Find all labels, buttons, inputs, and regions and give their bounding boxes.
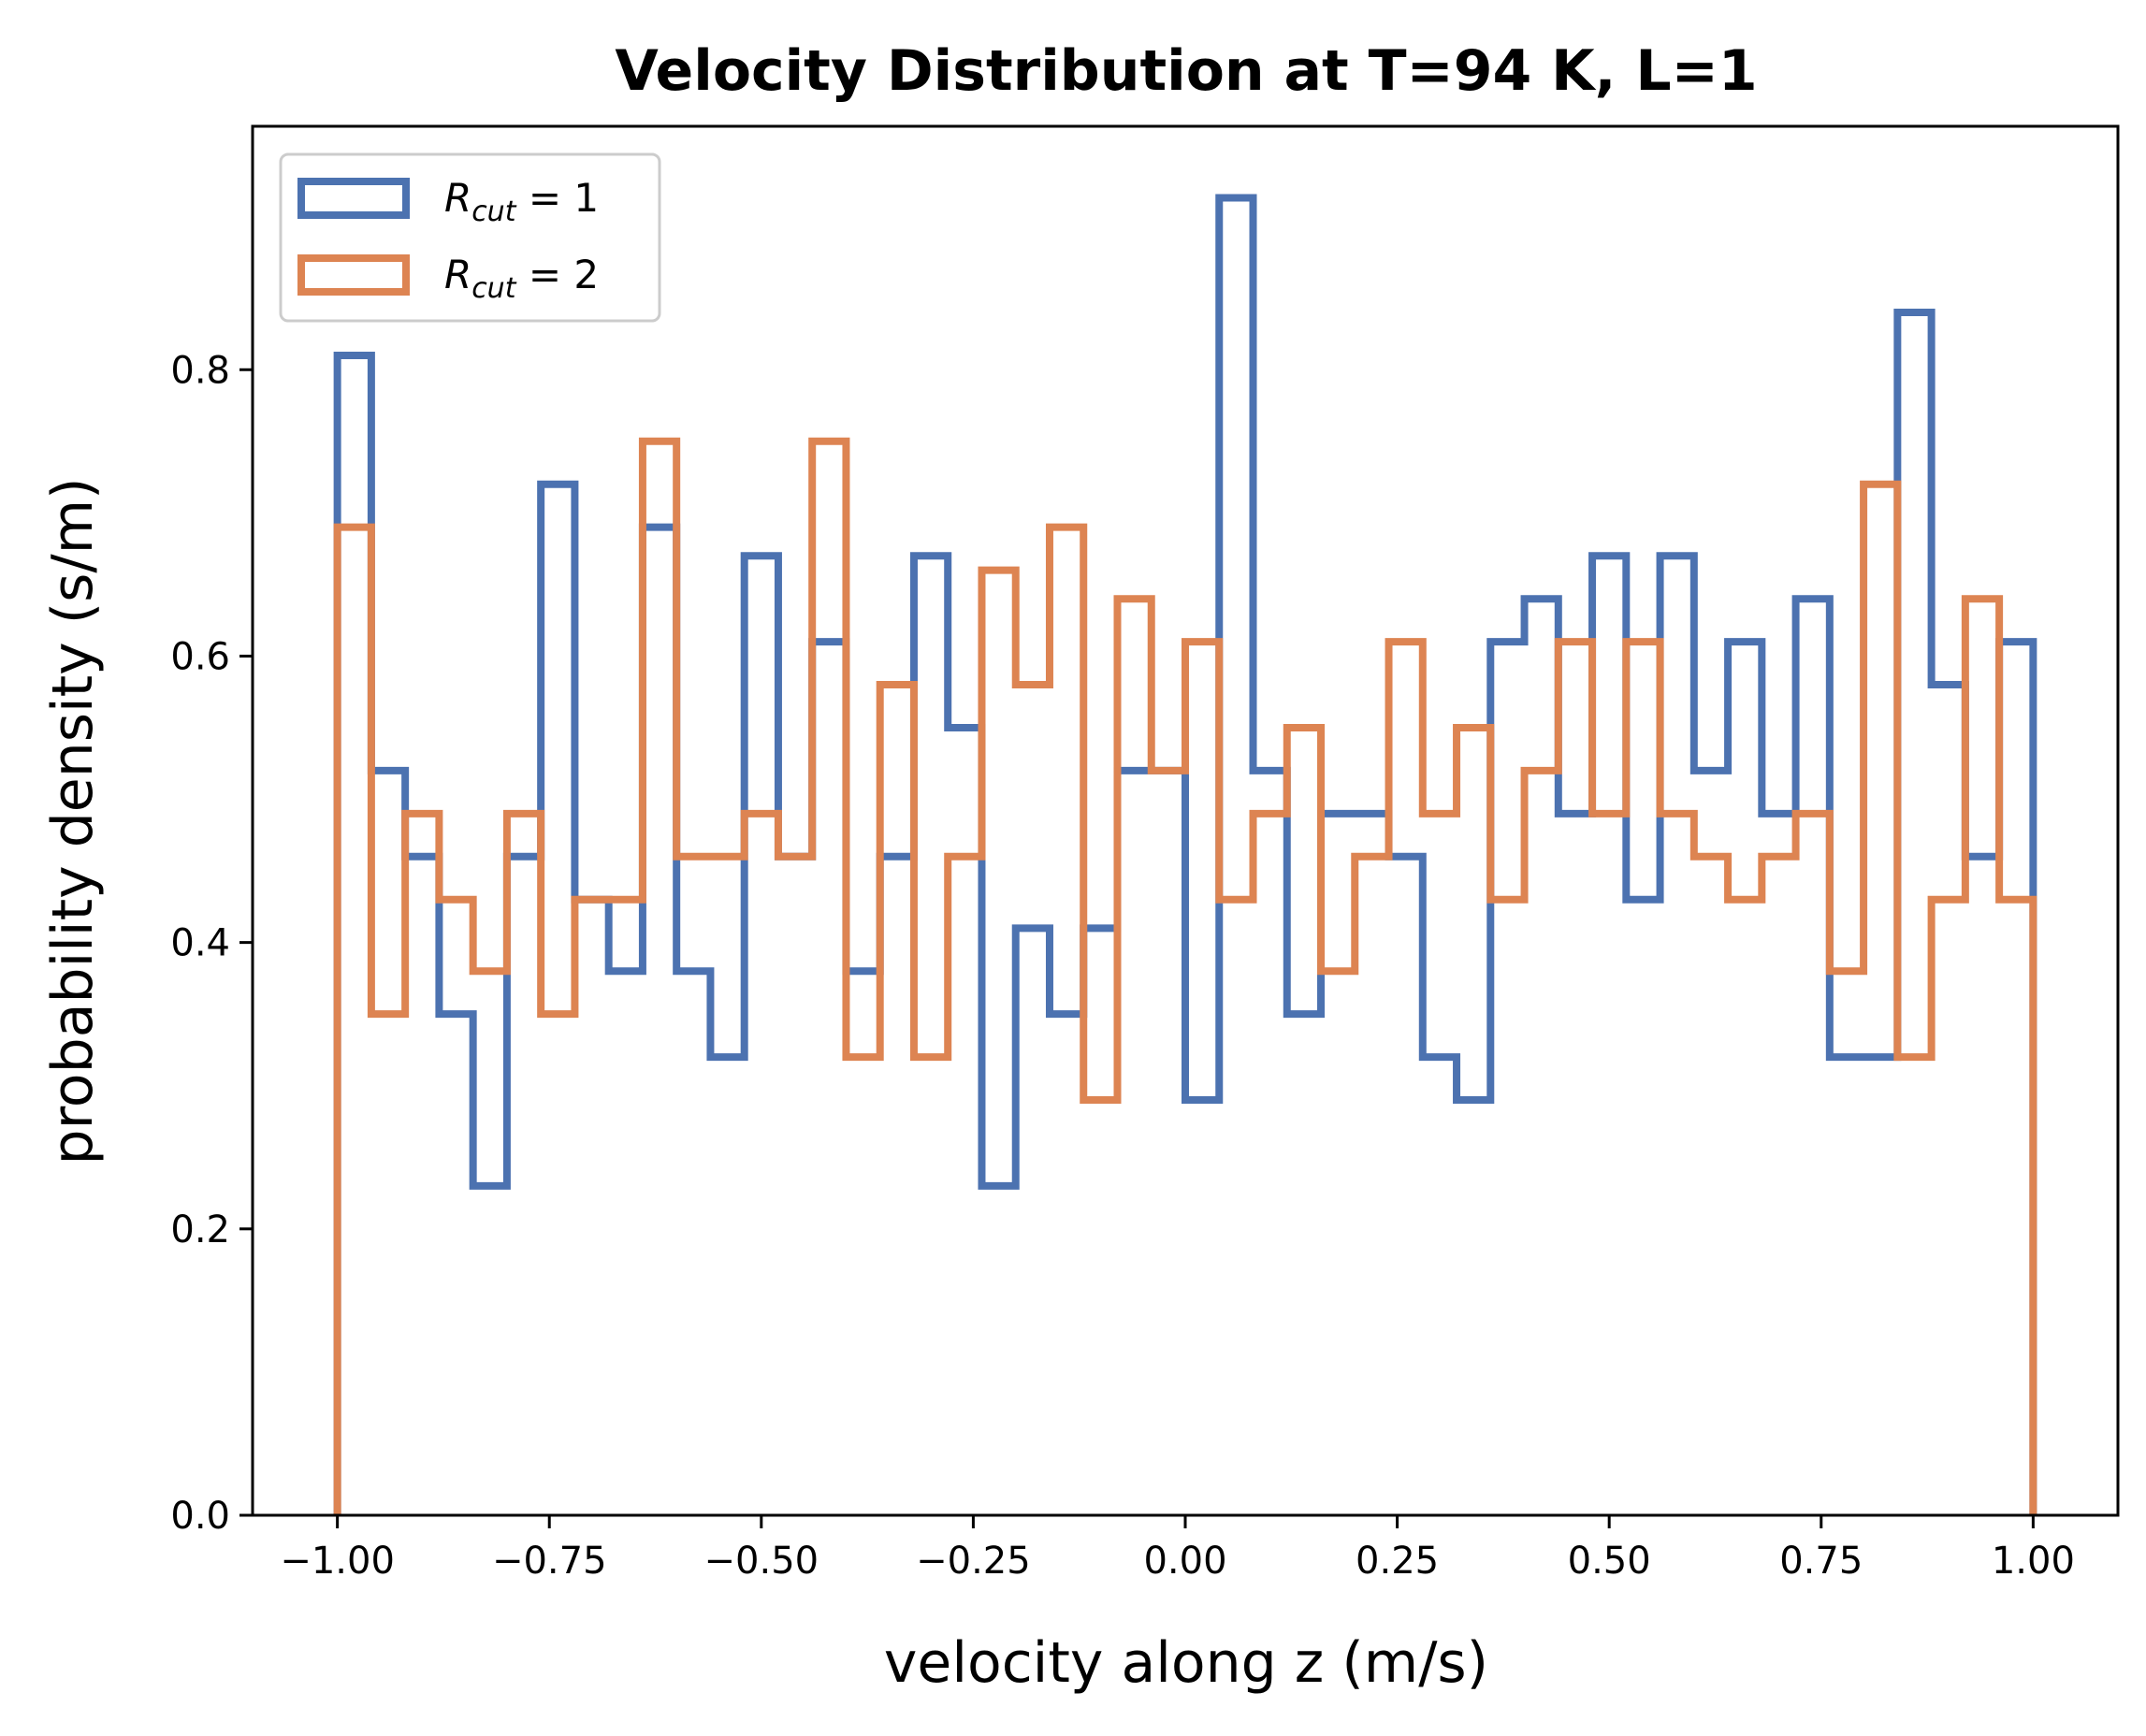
y-axis-label: probability density (s/m)	[40, 478, 106, 1165]
axis-ticks: −1.00 −0.75 −0.50 −0.25 0.00 0.25 0.50 0.75 1.00…	[170, 349, 2075, 1583]
x-axis-label: velocity along z (m/s)	[884, 1630, 1488, 1696]
legend-label-base: R	[444, 175, 471, 221]
series-2-histogram	[333, 437, 2037, 1515]
y-tick-label: 0.8	[170, 349, 230, 392]
x-tick-label: 1.00	[1992, 1540, 2075, 1583]
x-tick-label: −0.50	[704, 1540, 819, 1583]
y-tick-label: 0.0	[170, 1495, 230, 1538]
legend-box	[279, 152, 661, 323]
chart-title: Velocity Distribution at T=94 K, L=1	[615, 38, 1757, 104]
legend-label-subscript: cut	[471, 272, 517, 305]
legend-swatch-2	[297, 254, 410, 296]
x-tick-label: −0.25	[916, 1540, 1031, 1583]
legend-swatch-1	[297, 178, 410, 219]
y-tick-label: 0.2	[170, 1208, 230, 1251]
legend-label-base: R	[444, 252, 471, 297]
x-tick-label: 0.75	[1779, 1540, 1863, 1583]
legend-label-subscript: cut	[471, 195, 517, 228]
x-tick-label: −1.00	[280, 1540, 395, 1583]
x-tick-label: 0.00	[1143, 1540, 1226, 1583]
x-tick-label: −0.75	[492, 1540, 607, 1583]
y-tick-label: 0.6	[170, 635, 230, 678]
x-tick-label: 0.25	[1356, 1540, 1439, 1583]
y-tick-label: 0.4	[170, 922, 230, 965]
legend-label-2: Rcut = 2	[444, 252, 599, 305]
legend-label-1: Rcut = 1	[444, 175, 599, 228]
legend-label-value: = 1	[515, 175, 599, 221]
x-tick-label: 0.50	[1568, 1540, 1651, 1583]
legend-label-value: = 2	[515, 252, 599, 297]
